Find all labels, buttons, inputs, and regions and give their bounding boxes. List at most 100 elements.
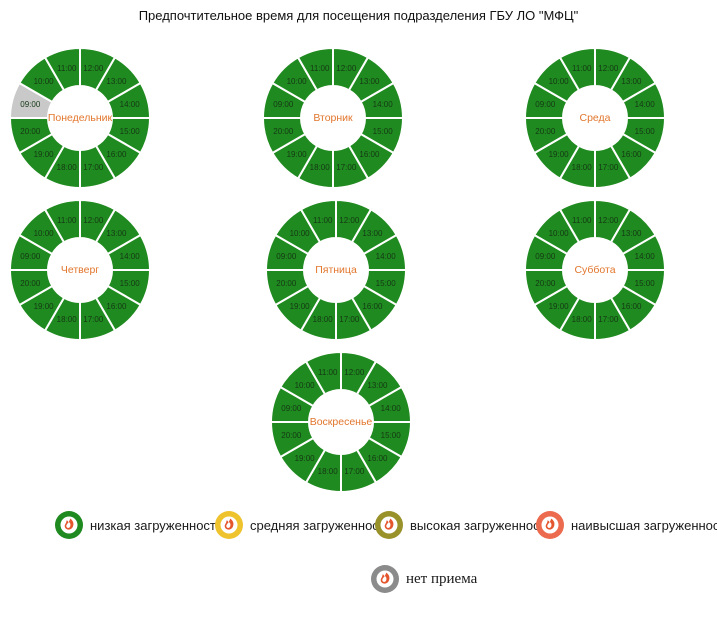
hour-label: 15:00 <box>373 127 394 136</box>
low-load-icon <box>55 511 83 539</box>
hour-label: 20:00 <box>276 279 297 288</box>
hour-label: 13:00 <box>106 77 127 86</box>
hour-label: 20:00 <box>535 279 556 288</box>
hour-label: 10:00 <box>290 229 311 238</box>
hour-label: 13:00 <box>362 229 383 238</box>
hour-segment-20:00 <box>8 117 54 155</box>
hour-segment-20:00 <box>261 117 307 155</box>
hour-label: 15:00 <box>381 431 402 440</box>
hour-label: 19:00 <box>549 150 570 159</box>
hour-label: 12:00 <box>83 64 104 73</box>
hour-label: 14:00 <box>635 252 656 261</box>
legend-label: низкая загруженность <box>90 517 223 533</box>
hour-label: 15:00 <box>635 127 656 136</box>
day-name-label: Понедельник <box>48 112 113 124</box>
hour-label: 17:00 <box>339 315 360 324</box>
no-service-icon <box>371 565 399 593</box>
hour-label: 16:00 <box>106 302 127 311</box>
hour-label: 10:00 <box>34 77 55 86</box>
hour-label: 13:00 <box>621 77 642 86</box>
hour-segment-20:00 <box>269 421 315 459</box>
hour-label: 13:00 <box>359 77 380 86</box>
hour-label: 11:00 <box>572 64 592 73</box>
donut-chart-tuesday: 09:00 10:00 11:00 12:00 13:00 14:00 15:00 16:00… <box>261 46 405 190</box>
hour-label: 09:00 <box>535 252 556 261</box>
legend-label: высокая загруженность <box>410 517 553 533</box>
hour-label: 10:00 <box>549 229 570 238</box>
day-name-label: Воскресенье <box>310 416 373 428</box>
hour-label: 20:00 <box>20 127 41 136</box>
legend-item-highest-load: наивысшая загруженность <box>536 511 717 539</box>
hour-label: 18:00 <box>310 163 331 172</box>
hour-label: 20:00 <box>535 127 556 136</box>
hour-label: 17:00 <box>344 467 365 476</box>
hour-label: 17:00 <box>83 163 104 172</box>
hour-label: 14:00 <box>373 100 394 109</box>
donut-chart-wednesday: 09:00 10:00 11:00 12:00 13:00 14:00 15:00 16:00… <box>523 46 667 190</box>
donut-chart-thursday: 09:00 10:00 11:00 12:00 13:00 14:00 15:00 16:00… <box>8 198 152 342</box>
high-load-icon <box>375 511 403 539</box>
hour-label: 11:00 <box>318 368 338 377</box>
hour-label: 10:00 <box>295 381 316 390</box>
hour-label: 16:00 <box>621 302 642 311</box>
hour-label: 20:00 <box>281 431 302 440</box>
hour-label: 14:00 <box>635 100 656 109</box>
hour-label: 16:00 <box>106 150 127 159</box>
hour-label: 15:00 <box>635 279 656 288</box>
hour-label: 18:00 <box>313 315 334 324</box>
hour-label: 16:00 <box>367 454 388 463</box>
hour-segment-20:00 <box>264 269 310 307</box>
hour-label: 18:00 <box>57 163 78 172</box>
legend-label: средняя загруженность <box>250 517 392 533</box>
hour-label: 12:00 <box>336 64 357 73</box>
legend-label: нет приема <box>406 570 478 587</box>
medium-load-icon <box>215 511 243 539</box>
legend-label: наивысшая загруженность <box>571 517 717 533</box>
hour-label: 19:00 <box>295 454 316 463</box>
hour-label: 12:00 <box>339 216 360 225</box>
hour-label: 16:00 <box>621 150 642 159</box>
hour-label: 11:00 <box>57 216 77 225</box>
hour-label: 09:00 <box>281 404 302 413</box>
hour-label: 15:00 <box>376 279 397 288</box>
donut-chart-saturday: 09:00 10:00 11:00 12:00 13:00 14:00 15:00 16:00… <box>523 198 667 342</box>
hour-label: 13:00 <box>621 229 642 238</box>
donut-chart-friday: 09:00 10:00 11:00 12:00 13:00 14:00 15:00 16:00… <box>264 198 408 342</box>
hour-label: 17:00 <box>598 315 619 324</box>
hour-label: 16:00 <box>362 302 383 311</box>
day-name-label: Суббота <box>574 264 615 276</box>
hour-label: 18:00 <box>572 163 593 172</box>
hour-label: 13:00 <box>367 381 388 390</box>
hour-label: 11:00 <box>572 216 592 225</box>
hour-label: 20:00 <box>273 127 294 136</box>
legend-item-low-load: низкая загруженность <box>55 511 223 539</box>
hour-label: 09:00 <box>20 100 41 109</box>
hour-segment-20:00 <box>523 117 569 155</box>
hour-segment-20:00 <box>8 269 54 307</box>
hour-label: 12:00 <box>83 216 104 225</box>
hour-label: 19:00 <box>34 150 55 159</box>
hour-label: 09:00 <box>20 252 41 261</box>
hour-label: 12:00 <box>344 368 365 377</box>
hour-label: 14:00 <box>120 100 141 109</box>
hour-label: 19:00 <box>549 302 570 311</box>
hour-label: 10:00 <box>34 229 55 238</box>
hour-label: 09:00 <box>535 100 556 109</box>
hour-label: 12:00 <box>598 216 619 225</box>
hour-label: 09:00 <box>273 100 294 109</box>
day-name-label: Среда <box>580 112 611 124</box>
hour-label: 18:00 <box>57 315 78 324</box>
legend-item-medium-load: средняя загруженность <box>215 511 392 539</box>
hour-label: 11:00 <box>57 64 77 73</box>
hour-label: 15:00 <box>120 279 141 288</box>
hour-label: 15:00 <box>120 127 141 136</box>
hour-label: 17:00 <box>598 163 619 172</box>
hour-label: 16:00 <box>359 150 380 159</box>
hour-label: 10:00 <box>287 77 308 86</box>
hour-segment-20:00 <box>523 269 569 307</box>
hour-label: 11:00 <box>313 216 333 225</box>
hour-label: 12:00 <box>598 64 619 73</box>
hour-label: 10:00 <box>549 77 570 86</box>
hour-label: 19:00 <box>287 150 308 159</box>
